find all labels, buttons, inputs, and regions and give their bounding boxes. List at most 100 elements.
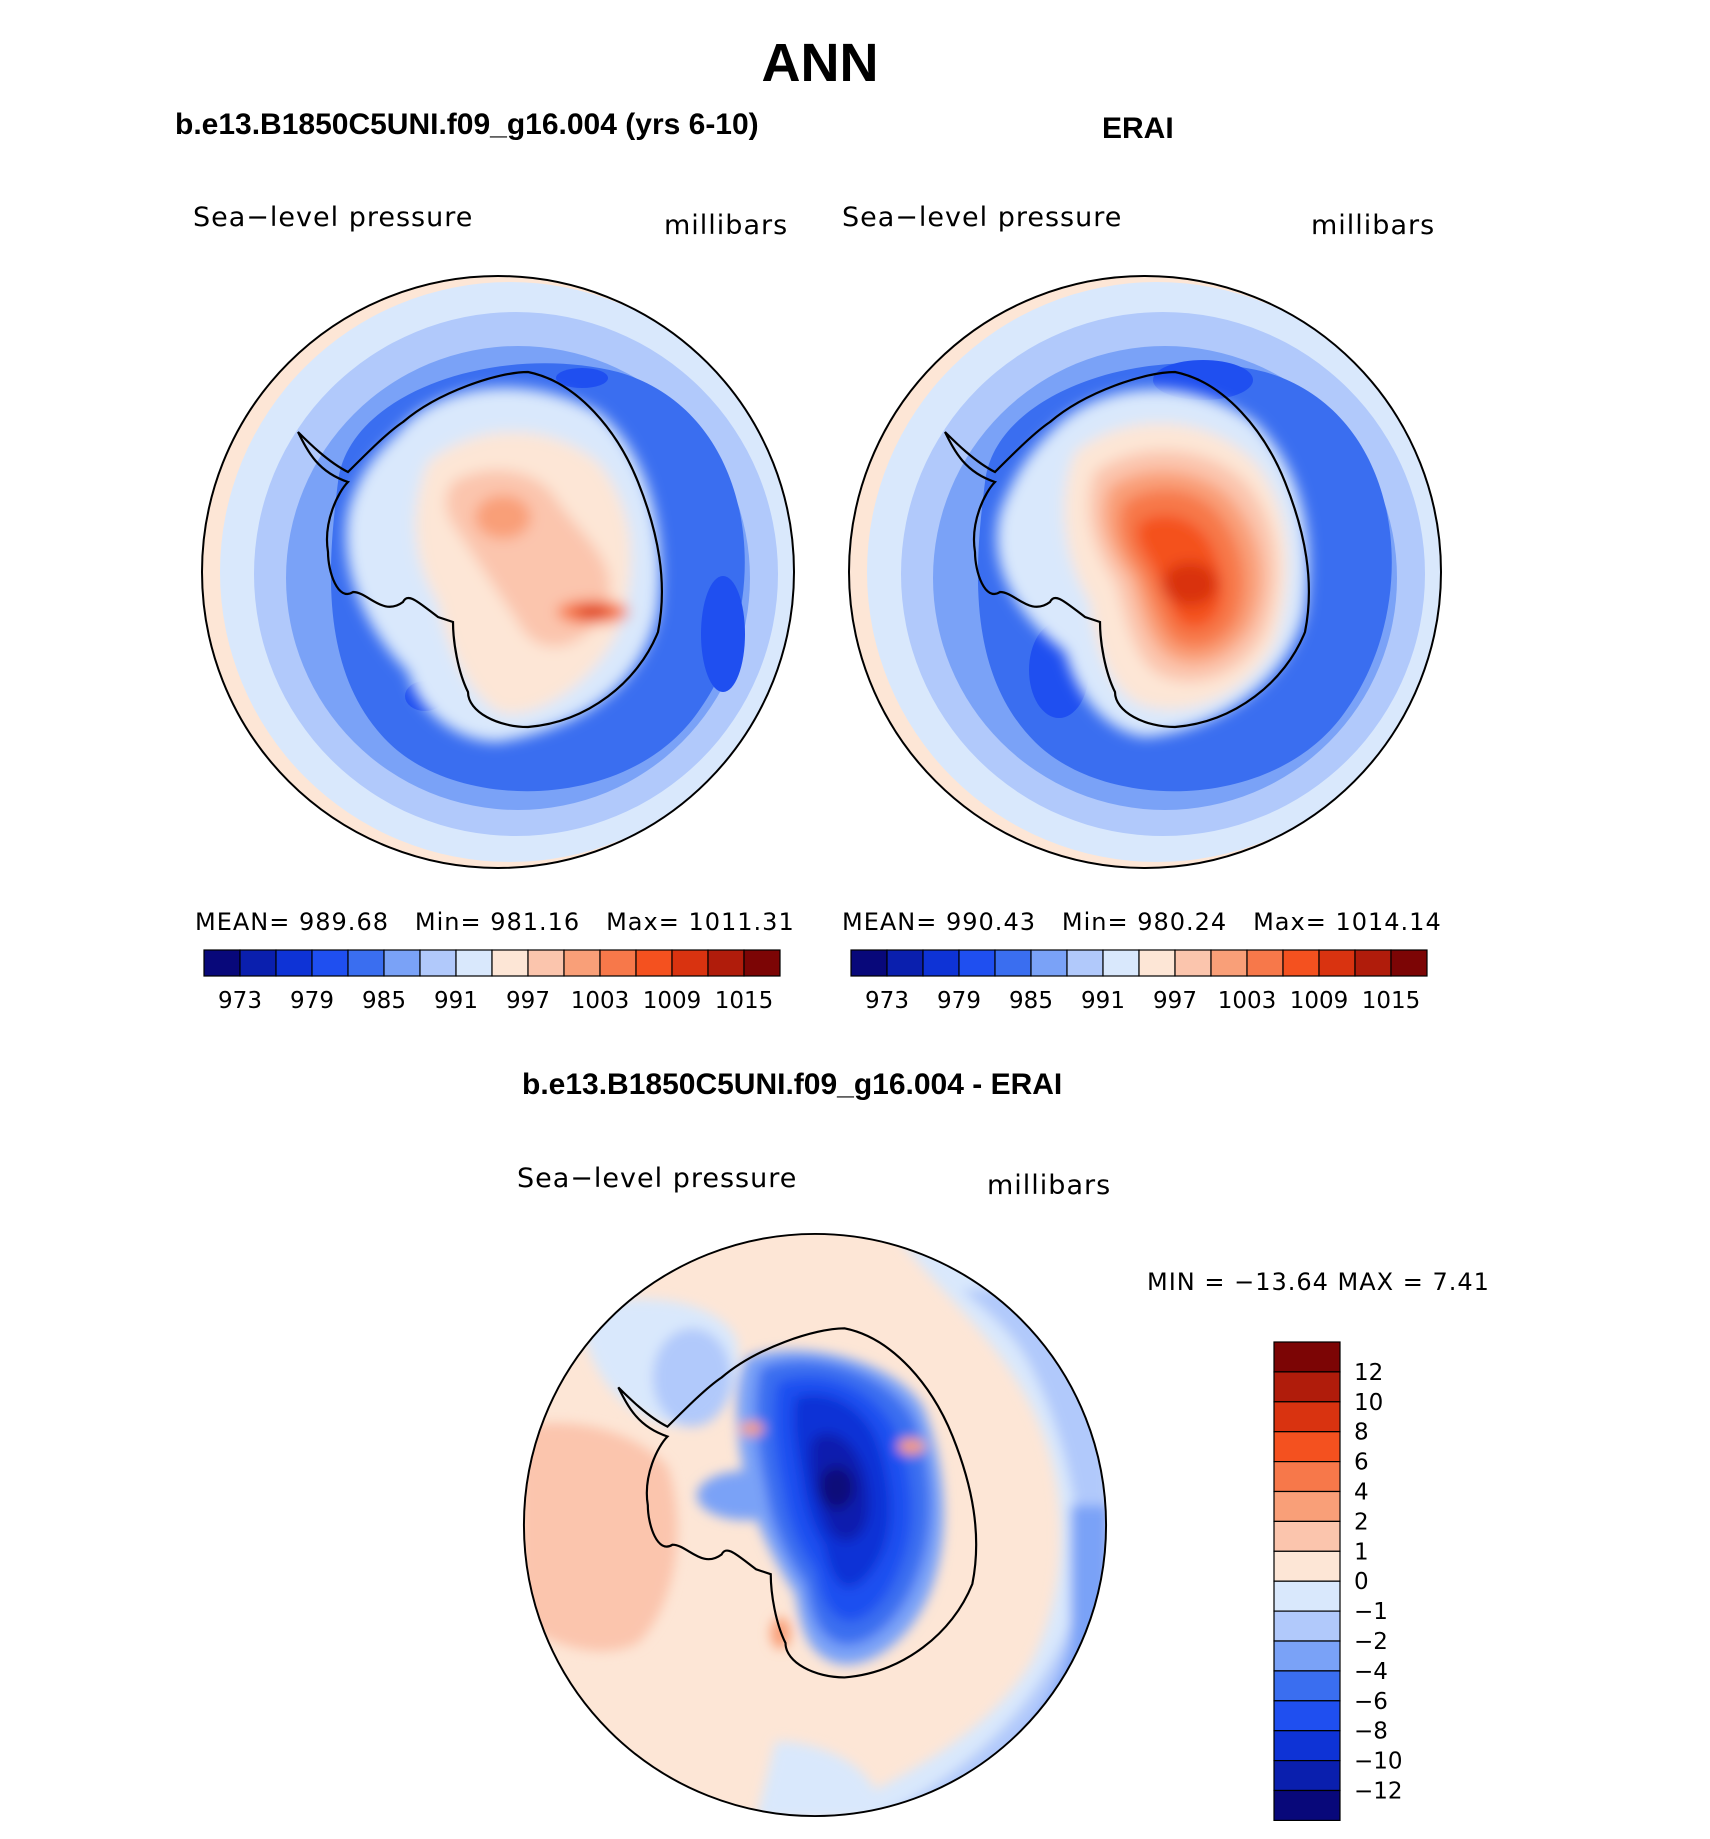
diff-minmax: MIN = −13.64 MAX = 7.41 [1147,1268,1490,1296]
colorbar-difference-swatch-3 [1273,1431,1341,1463]
colorbar-erai-swatch-13 [1318,949,1356,977]
colorbar-erai-swatch-10 [1210,949,1248,977]
colorbar-erai-swatch-7 [1102,949,1140,977]
map-difference [522,1232,1108,1818]
colorbar-difference-swatch-12 [1273,1700,1341,1732]
colorbar-difference-tick-label: −2 [1354,1629,1388,1655]
colorbar-difference-swatch-6 [1273,1520,1341,1552]
colorbar-model-swatch-9 [527,949,565,977]
colorbar-erai-swatch-2 [922,949,960,977]
panel1-max-label: Max= [606,908,680,936]
panel2-max-value: 1014.14 [1335,908,1442,936]
colorbar-difference-tick-label: 12 [1354,1360,1383,1386]
colorbar-model-swatch-13 [671,949,709,977]
colorbar-erai-swatch-9 [1174,949,1212,977]
colorbar-difference-tick-label: −4 [1354,1659,1388,1685]
colorbar-difference-swatch-15 [1273,1789,1341,1821]
panel2-units-label: millibars [1311,210,1436,241]
panel1-units-label: millibars [664,210,789,241]
colorbar-model-swatch-1 [239,949,277,977]
colorbar-model: 973 979 985 991 997 1003 1009 1015 [203,949,781,1014]
colorbar-difference-tick-label: 0 [1354,1569,1369,1595]
colorbar-erai-tick-label: 1009 [1290,988,1349,1014]
colorbar-model-swatch-4 [347,949,385,977]
panel1-mean-value: 989.68 [299,908,389,936]
colorbar-model-swatch-8 [491,949,529,977]
colorbar-difference-tick-label: 2 [1354,1509,1369,1535]
colorbar-difference-swatch-0 [1273,1341,1341,1373]
panel2-title: ERAI [1102,112,1174,145]
map-model [201,275,795,869]
diff-title: b.e13.B1850C5UNI.f09_g16.004 - ERAI [522,1068,1063,1101]
colorbar-erai-tick-label: 1003 [1218,988,1277,1014]
colorbar-erai-swatch-3 [958,949,996,977]
colorbar-difference-tick-label: 6 [1354,1450,1369,1476]
colorbar-difference-tick-label: −6 [1354,1689,1388,1715]
diff-variable-label: Sea−level pressure [517,1163,798,1194]
colorbar-model-swatch-11 [599,949,637,977]
colorbar-erai: 973 979 985 991 997 1003 1009 1015 [850,949,1428,1014]
colorbar-model-tick-label: 997 [506,988,550,1014]
colorbar-erai-tick-label: 991 [1081,988,1125,1014]
panel1-variable-label: Sea−level pressure [193,202,474,233]
panel1-stats: MEAN= 989.68 Min= 981.16 Max= 1011.31 [195,908,795,936]
colorbar-difference-swatch-2 [1273,1401,1341,1433]
colorbar-model-swatch-6 [419,949,457,977]
colorbar-difference-swatch-4 [1273,1460,1341,1493]
colorbar-model-tick-label: 991 [434,988,478,1014]
colorbar-model-swatch-12 [635,949,673,977]
panel2-min-value: 980.24 [1137,908,1228,936]
panel2-min-label: Min= [1061,908,1129,936]
colorbar-erai-tick-label: 973 [865,988,909,1014]
colorbar-erai-swatch-11 [1246,949,1284,977]
colorbar-model-swatch-5 [383,949,421,977]
colorbar-difference-swatch-13 [1273,1730,1341,1762]
colorbar-difference-tick-label: 4 [1354,1480,1369,1506]
colorbar-difference-swatch-11 [1273,1670,1341,1702]
colorbar-erai-swatch-4 [994,949,1032,977]
colorbar-model-swatch-7 [455,949,493,977]
colorbar-erai-tick-label: 997 [1153,988,1197,1014]
colorbar-model-tick-label: 1009 [643,988,702,1014]
figure-title: ANN [761,33,879,93]
panel2-mean-label: MEAN= [842,908,938,936]
panel2-variable-label: Sea−level pressure [842,202,1123,233]
colorbar-model-swatch-0 [203,949,241,977]
colorbar-difference-tick-label: 10 [1354,1390,1383,1416]
colorbar-difference-swatch-9 [1273,1610,1341,1642]
colorbar-erai-swatch-8 [1138,949,1176,977]
colorbar-erai-swatch-14 [1354,949,1392,977]
colorbar-erai-swatch-0 [850,949,888,977]
panel2-mean-value: 990.43 [946,908,1036,936]
colorbar-difference-swatch-8 [1273,1580,1341,1612]
diff-units-label: millibars [987,1170,1112,1201]
colorbar-erai-tick-label: 1015 [1362,988,1421,1014]
panel1-min-value: 981.16 [490,908,581,936]
panel1-title: b.e13.B1850C5UNI.f09_g16.004 (yrs 6-10) [175,108,759,141]
colorbar-model-tick-label: 985 [362,988,406,1014]
panel2-max-label: Max= [1253,908,1327,936]
colorbar-difference-tick-label: −8 [1354,1719,1388,1745]
colorbar-model-swatch-14 [707,949,745,977]
panel1-min-label: Min= [414,908,482,936]
colorbar-difference-swatch-10 [1273,1640,1341,1672]
colorbar-model-tick-label: 979 [290,988,334,1014]
colorbar-erai-swatch-5 [1030,949,1068,977]
colorbar-difference-swatch-14 [1273,1760,1341,1792]
panel1-mean-label: MEAN= [195,908,291,936]
colorbar-model-tick-label: 973 [218,988,262,1014]
colorbar-difference-tick-label: 8 [1354,1420,1369,1446]
map-erai [848,275,1442,869]
colorbar-model-swatch-15 [743,949,781,977]
colorbar-difference-swatch-5 [1273,1490,1341,1522]
colorbar-erai-tick-label: 985 [1009,988,1053,1014]
colorbar-erai-swatch-12 [1282,949,1320,977]
colorbar-model-tick-label: 1003 [571,988,630,1014]
colorbar-difference-tick-label: 1 [1354,1539,1369,1565]
colorbar-erai-tick-label: 979 [937,988,981,1014]
colorbar-difference-swatch-1 [1273,1371,1341,1403]
colorbar-difference-tick-label: −12 [1354,1779,1403,1805]
panel1-max-value: 1011.31 [688,908,795,936]
colorbar-model-tick-label: 1015 [715,988,774,1014]
